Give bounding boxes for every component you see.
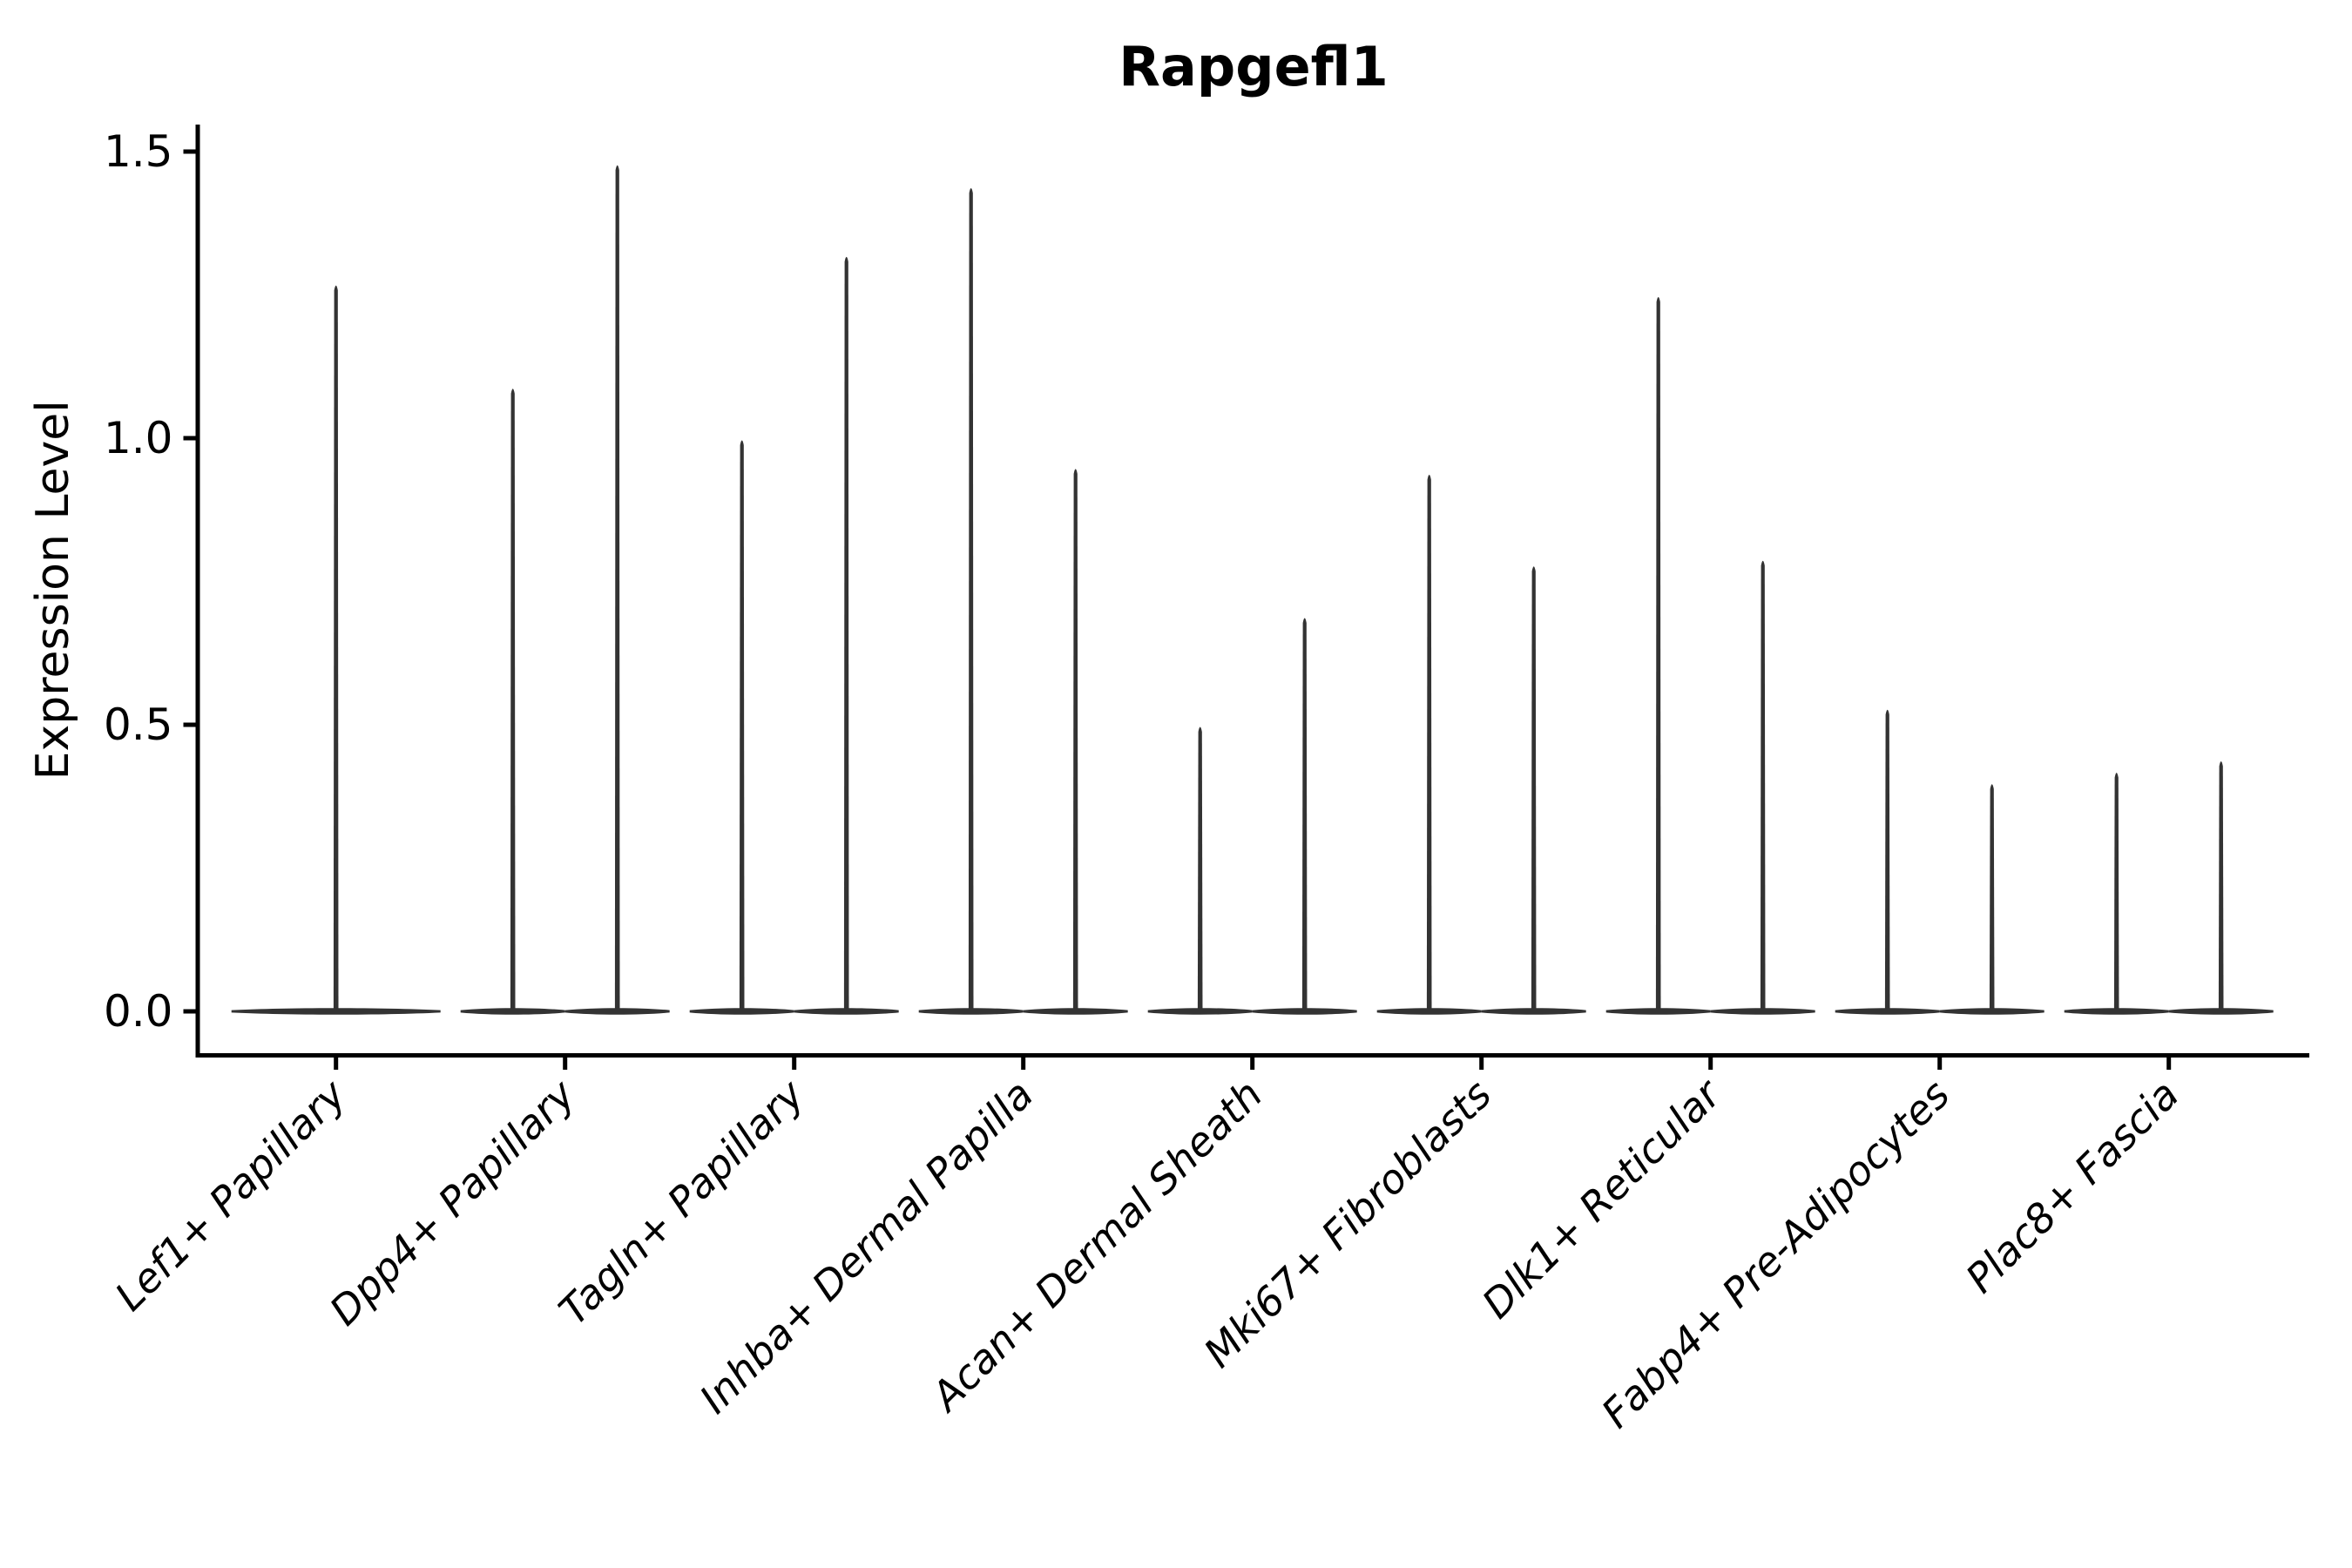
violin-spike bbox=[1989, 784, 1995, 1011]
y-tick-mark bbox=[183, 149, 196, 154]
violin-spike bbox=[1426, 475, 1432, 1011]
violin-body bbox=[1835, 1008, 1940, 1015]
violin-spike bbox=[1760, 560, 1766, 1011]
violins-layer bbox=[231, 165, 2274, 1015]
x-tick-mark bbox=[1021, 1058, 1026, 1070]
violin-body bbox=[794, 1008, 899, 1015]
violin-body bbox=[564, 1008, 670, 1015]
violin-body bbox=[1376, 1008, 1482, 1015]
violin-body bbox=[1939, 1008, 2044, 1015]
x-tick-label: Dlk1+ Reticular bbox=[1473, 1069, 1732, 1328]
violin-group bbox=[1147, 618, 1357, 1015]
x-tick-mark bbox=[2166, 1058, 2172, 1070]
violin-group bbox=[231, 285, 441, 1015]
violin-body bbox=[1023, 1008, 1128, 1015]
violin-body bbox=[1710, 1008, 1815, 1015]
violin-group bbox=[918, 188, 1128, 1015]
violin-spike bbox=[1884, 709, 1890, 1011]
violin-spike bbox=[614, 165, 620, 1011]
violin-spike bbox=[843, 256, 849, 1011]
violin-group bbox=[1605, 297, 1815, 1015]
x-tick-label: Lef1+ Papillary bbox=[106, 1071, 355, 1320]
violin-body bbox=[689, 1008, 794, 1015]
violin-body bbox=[1481, 1008, 1586, 1015]
x-tick-mark bbox=[792, 1058, 797, 1070]
x-tick-label: Plac8+ Fascia bbox=[1957, 1071, 2187, 1301]
violin-body bbox=[231, 1008, 441, 1015]
y-axis-label: Expression Level bbox=[27, 400, 79, 780]
x-tick-mark bbox=[1250, 1058, 1255, 1070]
x-tick-mark bbox=[1479, 1058, 1484, 1070]
x-tick-mark bbox=[334, 1058, 339, 1070]
violin-group bbox=[2064, 761, 2274, 1015]
violin-group bbox=[689, 256, 899, 1015]
violin-spike bbox=[333, 285, 339, 1011]
violin-spike bbox=[739, 440, 745, 1011]
y-tick-label: 1.0 bbox=[104, 413, 173, 463]
y-tick-label: 1.5 bbox=[104, 126, 173, 177]
y-tick-mark bbox=[183, 722, 196, 727]
violin-body bbox=[2064, 1008, 2169, 1015]
violin-body bbox=[1252, 1008, 1357, 1015]
violin-spike bbox=[1531, 566, 1537, 1011]
violin-spike bbox=[2218, 761, 2224, 1011]
y-tick-mark bbox=[183, 436, 196, 441]
violin-spike bbox=[1072, 469, 1078, 1011]
violin-body bbox=[460, 1008, 565, 1015]
violin-spike bbox=[968, 188, 974, 1011]
y-tick-label: 0.0 bbox=[104, 986, 173, 1037]
violin-body bbox=[1147, 1008, 1253, 1015]
violin-spike bbox=[1301, 618, 1308, 1011]
violin-spike bbox=[510, 389, 516, 1011]
violin-spike bbox=[2113, 773, 2119, 1011]
violin-group bbox=[1376, 475, 1586, 1015]
chart-title: Rapgefl1 bbox=[1119, 35, 1389, 98]
violin-group bbox=[1835, 709, 2044, 1015]
y-axis-spine bbox=[195, 125, 200, 1058]
x-tick-label: Tagln+ Papillary bbox=[550, 1071, 814, 1335]
x-axis-spine bbox=[195, 1053, 2309, 1058]
y-tick-label: 0.5 bbox=[104, 700, 173, 750]
x-tick-mark bbox=[1708, 1058, 1713, 1070]
violin-body bbox=[918, 1008, 1024, 1015]
x-tick-label: Dpp4+ Papillary bbox=[321, 1071, 585, 1335]
violin-spike bbox=[1655, 297, 1661, 1011]
axes-layer bbox=[183, 125, 2309, 1070]
violin-body bbox=[2168, 1008, 2274, 1015]
x-tick-mark bbox=[563, 1058, 568, 1070]
violin-body bbox=[1605, 1008, 1711, 1015]
violin-group bbox=[460, 165, 670, 1015]
violin-spike bbox=[1197, 727, 1203, 1011]
x-tick-mark bbox=[1937, 1058, 1943, 1070]
y-tick-mark bbox=[183, 1009, 196, 1014]
